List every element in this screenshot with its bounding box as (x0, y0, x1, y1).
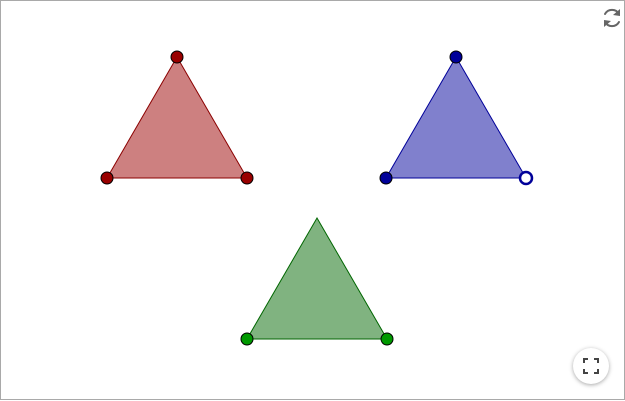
blue-triangle[interactable] (379, 50, 534, 186)
reset-button[interactable] (599, 5, 625, 31)
blue-triangle-right-vertex[interactable] (518, 170, 534, 186)
red-triangle-left-vertex[interactable] (100, 171, 114, 185)
red-triangle-fill[interactable] (106, 56, 248, 179)
reset-icon (604, 8, 620, 28)
fullscreen-button[interactable] (573, 348, 609, 384)
red-triangle[interactable] (100, 50, 254, 185)
red-triangle-top-vertex[interactable] (170, 50, 184, 64)
blue-triangle-left-vertex[interactable] (379, 171, 393, 185)
red-triangle-right-vertex[interactable] (240, 171, 254, 185)
green-triangle-fill[interactable] (246, 217, 388, 340)
green-triangle-right-vertex[interactable] (380, 332, 394, 346)
blue-triangle-fill[interactable] (385, 56, 527, 179)
fullscreen-icon (583, 358, 599, 374)
green-triangle-left-vertex[interactable] (240, 332, 254, 346)
blue-triangle-top-vertex[interactable] (449, 50, 463, 64)
green-triangle[interactable] (240, 217, 394, 346)
